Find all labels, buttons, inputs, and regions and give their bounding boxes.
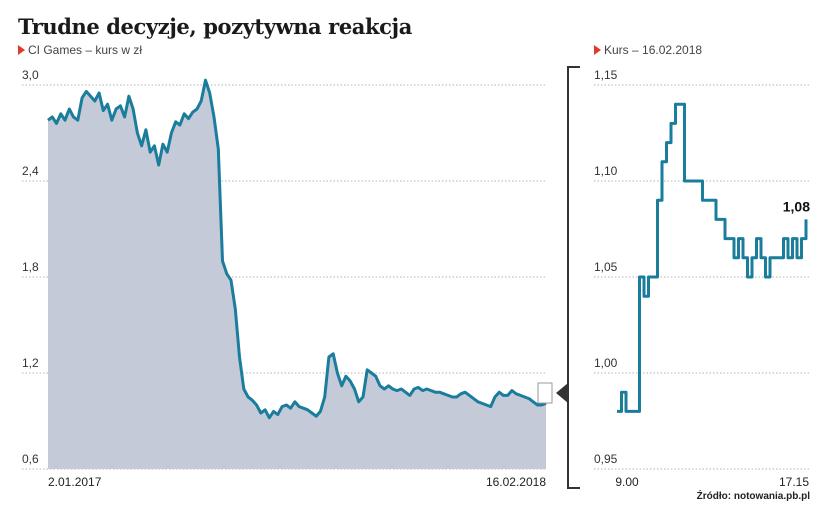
pointer-arrow-icon bbox=[556, 383, 568, 403]
left-area-fill bbox=[48, 80, 546, 469]
left-subtitle-text: CI Games – kurs w zł bbox=[28, 43, 143, 57]
x-label-end: 16.02.2018 bbox=[486, 475, 546, 489]
y-tick-label: 1,8 bbox=[22, 260, 39, 274]
left-chart-subtitle: CI Games – kurs w zł bbox=[18, 43, 142, 57]
right-price-line bbox=[617, 102, 808, 413]
red-triangle-icon bbox=[18, 45, 25, 55]
right-x-labels: 9.00 17.15 bbox=[615, 475, 809, 489]
last-value-label: 1,08 bbox=[783, 198, 810, 214]
y-tick-label: 1,15 bbox=[594, 68, 618, 82]
x-label-end: 17.15 bbox=[779, 475, 809, 489]
right-subtitle-text: Kurs – 16.02.2018 bbox=[604, 43, 703, 57]
x-label-start: 9.00 bbox=[615, 475, 639, 489]
chart-title: Trudne decyzje, pozytywna reakcja bbox=[18, 14, 412, 39]
right-gridlines bbox=[594, 84, 810, 470]
y-tick-label: 0,6 bbox=[22, 452, 39, 466]
y-tick-label: 3,0 bbox=[22, 68, 39, 82]
left-y-ticks: 3,0 2,4 1,8 1,2 0,6 bbox=[22, 68, 39, 466]
zoom-highlight-box bbox=[537, 382, 553, 404]
zoom-bracket bbox=[567, 66, 580, 489]
y-tick-label: 0,95 bbox=[594, 452, 618, 466]
y-tick-label: 1,10 bbox=[594, 164, 618, 178]
y-tick-label: 1,00 bbox=[594, 356, 618, 370]
y-tick-label: 1,05 bbox=[594, 260, 618, 274]
left-price-line bbox=[47, 78, 547, 420]
y-tick-label: 1,2 bbox=[22, 356, 39, 370]
x-label-start: 2.01.2017 bbox=[48, 475, 102, 489]
right-chart-subtitle: Kurs – 16.02.2018 bbox=[594, 43, 702, 57]
right-y-ticks: 1,15 1,10 1,05 1,00 0,95 bbox=[594, 68, 618, 466]
red-triangle-icon bbox=[594, 45, 601, 55]
left-x-labels: 2.01.2017 16.02.2018 bbox=[48, 475, 546, 489]
y-tick-label: 2,4 bbox=[22, 164, 39, 178]
source-note: Źródło: notowania.pb.pl bbox=[696, 491, 810, 502]
